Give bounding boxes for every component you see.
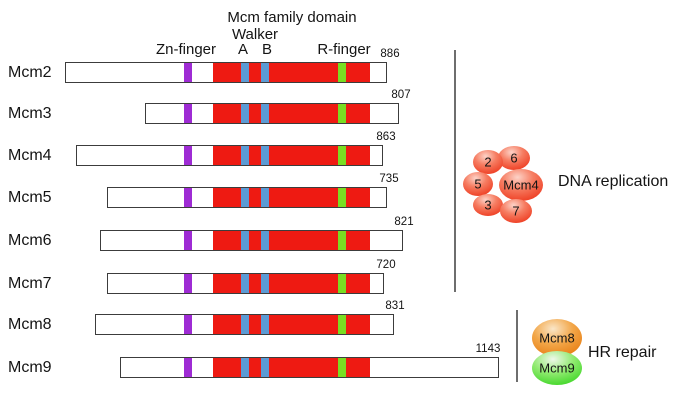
walker-a-segment	[240, 358, 249, 377]
walker-a-segment	[240, 188, 249, 207]
zn-finger-segment	[183, 146, 192, 165]
walker-b-segment	[260, 104, 269, 123]
complex-subunit-label: 3	[484, 198, 491, 213]
mcm-family-domain-segment	[212, 146, 370, 165]
walker-label: Walker	[231, 26, 279, 43]
protein-bar	[95, 314, 394, 335]
mcm-family-domain-segment	[212, 188, 370, 207]
zn-finger-segment	[183, 231, 192, 250]
walker-a-segment	[240, 231, 249, 250]
protein-length-label: 821	[394, 216, 414, 228]
r-finger-label: R-finger	[317, 41, 371, 58]
walker-a-segment	[240, 104, 249, 123]
complex-subunit-bubble	[500, 199, 532, 223]
mcm-family-domain-segment	[212, 315, 370, 334]
mcm-family-domain-segment	[212, 104, 370, 123]
zn-finger-segment	[183, 188, 192, 207]
r-finger-segment	[337, 63, 346, 82]
zn-finger-segment	[183, 63, 192, 82]
protein-bar	[120, 357, 499, 378]
protein-bar	[107, 273, 384, 294]
r-finger-segment	[337, 146, 346, 165]
protein-name-label: Mcm7	[8, 275, 52, 292]
complex-subunit-label: 2	[484, 155, 491, 170]
complex-subunit-bubble	[532, 319, 582, 357]
walker-b-segment	[260, 358, 269, 377]
protein-length-label: 831	[385, 300, 405, 312]
walker-a-segment	[240, 63, 249, 82]
walker-a-label: A	[237, 41, 249, 58]
complex-subunit-bubble	[498, 146, 530, 170]
protein-name-label: Mcm8	[8, 316, 52, 333]
zn-finger-segment	[183, 104, 192, 123]
walker-b-segment	[260, 231, 269, 250]
zn-finger-segment	[183, 315, 192, 334]
protein-bar	[107, 187, 387, 208]
mcm8-9-complex: Mcm8 Mcm9	[532, 319, 582, 385]
complex-subunit-bubble	[499, 169, 543, 201]
protein-bar	[100, 230, 403, 251]
complex-subunit-label: Mcm8	[539, 331, 574, 346]
mcm2-7-hexamer: 6 25 Mcm4 3 7	[463, 146, 543, 223]
walker-b-segment	[260, 63, 269, 82]
r-finger-segment	[337, 358, 346, 377]
walker-b-segment	[260, 274, 269, 293]
protein-name-label: Mcm3	[8, 105, 52, 122]
protein-name-label: Mcm9	[8, 359, 52, 376]
hr-repair-label: HR repair	[588, 344, 657, 361]
r-finger-segment	[337, 231, 346, 250]
zn-finger-segment	[183, 274, 192, 293]
complex-subunit-bubble	[473, 194, 503, 216]
walker-a-segment	[240, 274, 249, 293]
dna-replication-label: DNA replication	[558, 173, 669, 190]
r-finger-segment	[337, 104, 346, 123]
mcm-family-domain-segment	[212, 274, 370, 293]
protein-bar	[145, 103, 399, 124]
protein-length-label: 863	[376, 131, 396, 143]
protein-name-label: Mcm4	[8, 147, 52, 164]
protein-length-label: 807	[391, 89, 411, 101]
complex-subunit-bubble	[473, 150, 503, 174]
complex-subunit-label: Mcm4	[503, 178, 538, 193]
zn-finger-segment	[183, 358, 192, 377]
walker-a-segment	[240, 146, 249, 165]
protein-name-label: Mcm5	[8, 189, 52, 206]
walker-b-label: B	[261, 41, 273, 58]
walker-b-segment	[260, 146, 269, 165]
protein-length-label: 735	[379, 173, 399, 185]
mcm-family-domain-segment	[212, 231, 370, 250]
protein-bar	[65, 62, 387, 83]
walker-b-segment	[260, 188, 269, 207]
complex-subunit-bubble	[463, 172, 493, 196]
zn-finger-label: Zn-finger	[155, 41, 217, 58]
complex-subunit-label: 7	[512, 204, 519, 219]
protein-bar	[76, 145, 383, 166]
protein-length-label: 886	[380, 48, 400, 60]
protein-name-label: Mcm6	[8, 232, 52, 249]
mcm-family-domain-segment	[212, 63, 370, 82]
protein-name-label: Mcm2	[8, 64, 52, 81]
r-finger-segment	[337, 274, 346, 293]
complex-subunit-bubble	[532, 351, 582, 385]
r-finger-segment	[337, 315, 346, 334]
r-finger-segment	[337, 188, 346, 207]
walker-a-segment	[240, 315, 249, 334]
protein-length-label: 1143	[475, 343, 501, 355]
mcm-family-domain-segment	[212, 358, 370, 377]
complex-subunit-label: 5	[474, 177, 481, 192]
mcm-family-domain-label: Mcm family domain	[227, 9, 357, 26]
walker-b-segment	[260, 315, 269, 334]
complex-subunit-label: Mcm9	[539, 361, 574, 376]
complex-subunit-label: 6	[510, 151, 517, 166]
protein-length-label: 720	[376, 259, 396, 271]
